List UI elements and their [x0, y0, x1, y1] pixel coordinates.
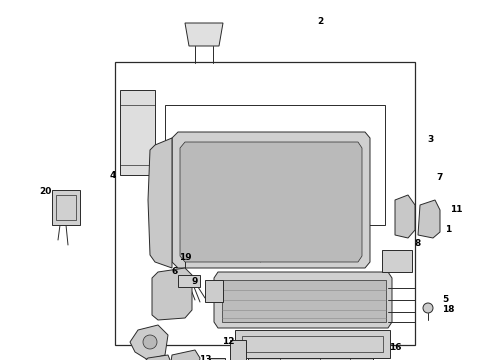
Text: 1: 1	[445, 225, 451, 234]
Polygon shape	[170, 350, 200, 360]
Bar	[382, 250, 412, 272]
Bar	[248, 358, 373, 360]
Bar	[210, 358, 225, 360]
Text: 2: 2	[317, 18, 323, 27]
Text: 19: 19	[179, 253, 191, 262]
Text: 7: 7	[437, 174, 443, 183]
Text: 6: 6	[172, 267, 178, 276]
Bar	[165, 105, 385, 225]
Bar	[52, 190, 80, 225]
Bar	[230, 340, 246, 360]
Polygon shape	[152, 268, 192, 320]
Text: 9: 9	[192, 278, 198, 287]
Polygon shape	[185, 23, 223, 46]
Polygon shape	[148, 138, 172, 268]
Text: 13: 13	[199, 356, 211, 360]
Text: 11: 11	[450, 206, 462, 215]
Bar	[56, 195, 76, 220]
Polygon shape	[130, 325, 168, 360]
Text: 18: 18	[442, 306, 454, 315]
Text: 4: 4	[110, 171, 116, 180]
Bar	[242, 336, 383, 352]
Circle shape	[423, 303, 433, 313]
Bar	[178, 275, 200, 287]
Polygon shape	[180, 142, 362, 262]
Text: 3: 3	[427, 135, 433, 144]
Text: 5: 5	[442, 296, 448, 305]
Text: 8: 8	[415, 238, 421, 248]
Bar	[115, 62, 415, 345]
Polygon shape	[142, 355, 172, 360]
Text: 12: 12	[222, 338, 234, 346]
Polygon shape	[395, 195, 415, 238]
Bar	[222, 280, 386, 322]
Polygon shape	[214, 272, 392, 328]
Polygon shape	[172, 132, 370, 268]
Bar	[120, 90, 155, 175]
Bar	[205, 280, 223, 302]
Text: 20: 20	[39, 188, 51, 197]
Text: 16: 16	[389, 343, 401, 352]
Polygon shape	[418, 200, 440, 238]
Bar	[235, 330, 390, 358]
Circle shape	[143, 335, 157, 349]
